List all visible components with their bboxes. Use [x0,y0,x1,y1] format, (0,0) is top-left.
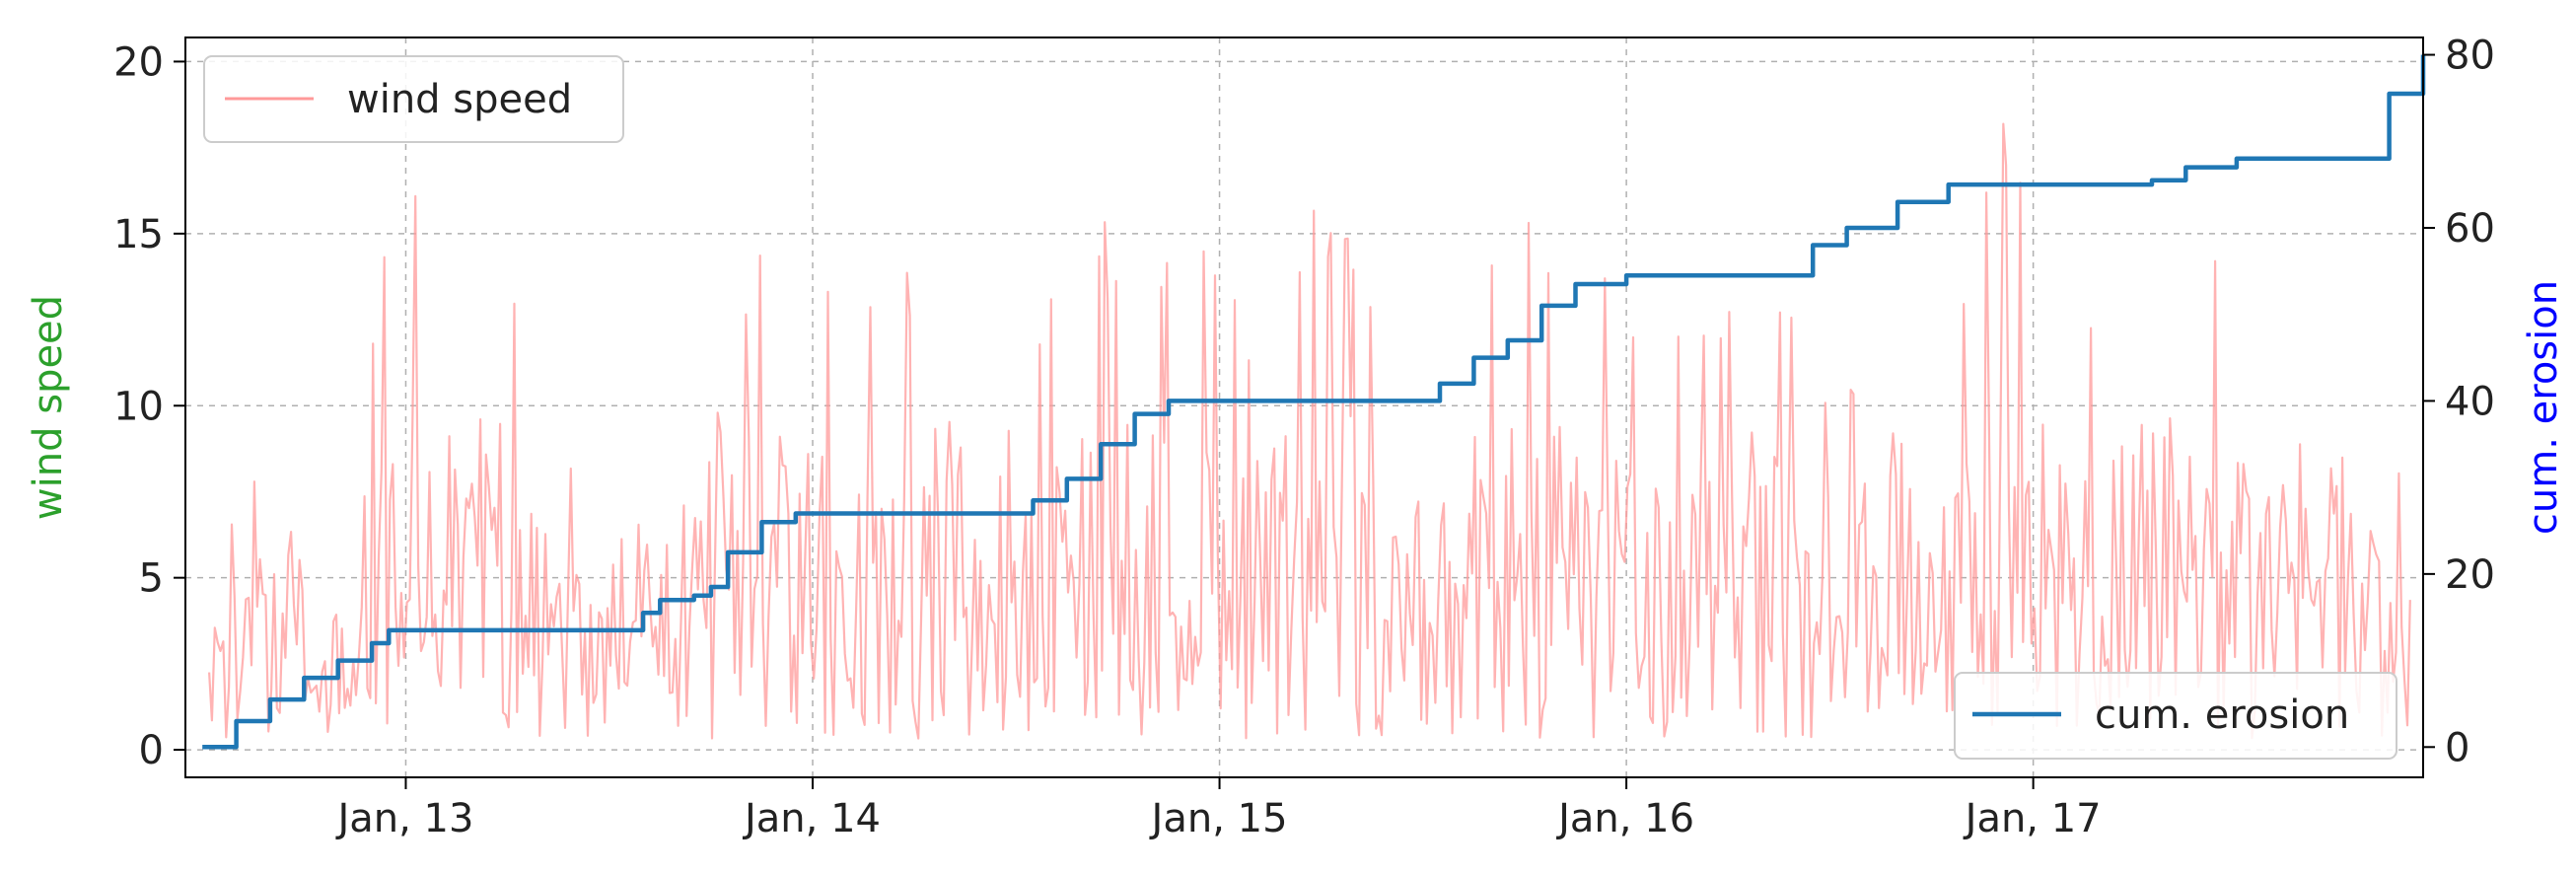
legend-wind-speed: wind speed [203,55,624,143]
x-tick-label: Jan, 14 [742,796,881,841]
legend-box [1954,672,2397,760]
y-right-tick-label: 60 [2445,206,2495,252]
x-tick-label: Jan, 13 [334,796,473,841]
x-tick-label: Jan, 17 [1963,796,2102,841]
y-right-tick-label: 0 [2445,725,2469,770]
y-left-axis-label: wind speed [26,295,71,520]
y-left-tick-label: 0 [139,728,164,773]
x-tick-label: Jan, 15 [1149,796,1288,841]
y-left-tick-label: 10 [113,384,164,429]
axes: Jan, 13 Jan, 14 Jan, 15 Jan, 16 Jan, 17 0 5 10 1… [26,34,2566,841]
x-tick-label: Jan, 16 [1555,796,1694,841]
wind-speed-series [208,122,2411,740]
legend-cum-erosion: cum. erosion [1954,672,2397,760]
y-left-tick-label: 15 [113,212,164,257]
legend-box [203,55,624,143]
cum-erosion-line [202,54,2426,750]
legends: wind speed cum. erosion [203,55,2397,760]
y-right-tick-label: 80 [2445,34,2495,79]
wind-speed-line [208,122,2411,740]
y-right-axis-label: cum. erosion [2521,280,2566,535]
y-right-tick-label: 40 [2445,379,2495,424]
cum-erosion-series [202,54,2426,750]
y-left-tick-label: 5 [139,556,164,602]
legend-label-wind: wind speed [347,77,572,122]
plot-frame [184,36,2424,778]
y-right-tick-label: 20 [2445,552,2495,598]
legend-label-erosion: cum. erosion [2095,693,2349,738]
y-left-tick-label: 20 [113,39,164,85]
